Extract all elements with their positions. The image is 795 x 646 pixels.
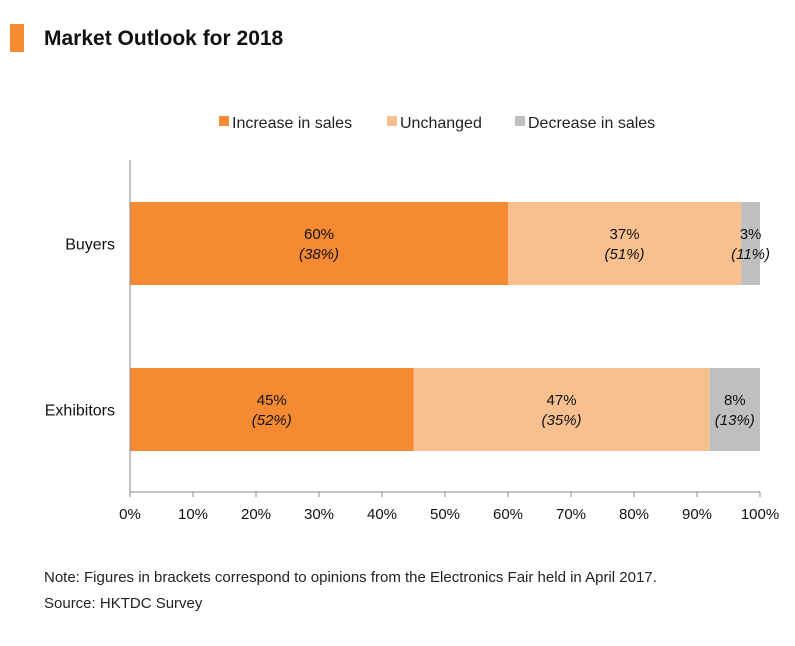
data-label-exhibitors-unchanged: 47%	[547, 392, 577, 409]
bar-exhibitors-decrease-in-sales	[709, 368, 760, 451]
bar-buyers-unchanged	[508, 202, 742, 285]
data-label-buyers-unchanged: 37%	[610, 226, 640, 243]
x-tick-label: 10%	[178, 506, 208, 523]
data-label-buyers-decrease-in-sales: 3%	[740, 226, 762, 243]
legend-label-unchanged: Unchanged	[400, 115, 482, 132]
category-label-exhibitors: Exhibitors	[45, 403, 115, 420]
x-tick-label: 0%	[119, 506, 141, 523]
x-tick-label: 60%	[493, 506, 523, 523]
bar-exhibitors-increase-in-sales	[130, 368, 414, 451]
x-tick-label: 40%	[367, 506, 397, 523]
data-label-exhibitors-decrease-in-sales: 8%	[724, 392, 746, 409]
x-tick-label: 70%	[556, 506, 586, 523]
title-marker	[10, 24, 24, 52]
source-note: Source: HKTDC Survey	[44, 595, 203, 612]
data-label-previous-exhibitors-unchanged: (35%)	[542, 412, 582, 429]
data-label-previous-exhibitors-increase-in-sales: (52%)	[252, 412, 292, 429]
data-label-buyers-increase-in-sales: 60%	[304, 226, 334, 243]
data-label-previous-buyers-increase-in-sales: (38%)	[299, 246, 339, 263]
bar-buyers-increase-in-sales	[130, 202, 508, 285]
x-tick-label: 80%	[619, 506, 649, 523]
footnote: Note: Figures in brackets correspond to …	[44, 569, 657, 586]
legend-label-decrease-in-sales: Decrease in sales	[528, 115, 655, 132]
data-label-previous-exhibitors-decrease-in-sales: (13%)	[715, 412, 755, 429]
x-tick-label: 30%	[304, 506, 334, 523]
x-tick-label: 90%	[682, 506, 712, 523]
legend-swatch-decrease-in-sales	[515, 116, 525, 126]
legend-label-increase-in-sales: Increase in sales	[232, 115, 352, 132]
legend-swatch-increase-in-sales	[219, 116, 229, 126]
category-label-buyers: Buyers	[65, 237, 115, 254]
x-tick-label: 20%	[241, 506, 271, 523]
data-label-previous-buyers-unchanged: (51%)	[605, 246, 645, 263]
x-tick-label: 100%	[741, 506, 779, 523]
x-tick-label: 50%	[430, 506, 460, 523]
legend-swatch-unchanged	[387, 116, 397, 126]
chart-title: Market Outlook for 2018	[44, 27, 284, 50]
data-label-exhibitors-increase-in-sales: 45%	[257, 392, 287, 409]
bar-exhibitors-unchanged	[413, 368, 710, 451]
data-label-previous-buyers-decrease-in-sales: (11%)	[731, 246, 770, 263]
bar-buyers-decrease-in-sales	[741, 202, 760, 285]
